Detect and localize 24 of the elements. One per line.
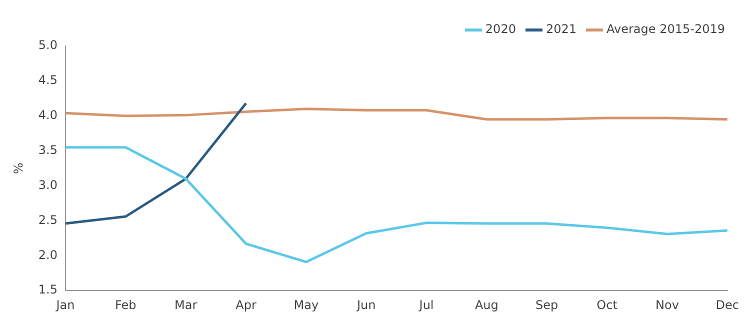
- x-tick-label: Dec: [716, 298, 740, 312]
- x-tick-label: Mar: [174, 298, 198, 312]
- y-tick-label: 2.0: [38, 248, 58, 262]
- y-tick-label: 4.0: [38, 108, 58, 122]
- y-tick-label: 5.0: [38, 38, 58, 52]
- x-tick-label: Nov: [656, 298, 679, 312]
- x-tick-label: Sep: [536, 298, 558, 312]
- y-tick-label: 3.0: [38, 178, 58, 192]
- x-tick-label: Jul: [418, 298, 434, 312]
- x-tick-label: May: [294, 298, 319, 312]
- x-tick-label: Aug: [474, 298, 498, 312]
- x-tick-label: Jun: [356, 298, 376, 312]
- x-tick-label: Jan: [55, 298, 75, 312]
- y-tick-label: 1.5: [38, 282, 58, 297]
- y-tick-label: 3.5: [38, 142, 58, 157]
- x-tick-label: Feb: [115, 298, 136, 312]
- legend-label: 2020: [485, 22, 516, 36]
- legend-label: 2021: [546, 22, 577, 36]
- x-tick-label: Oct: [596, 298, 618, 312]
- y-tick-label: 2.5: [38, 212, 58, 227]
- y-axis-title: %: [11, 162, 26, 174]
- y-tick-label: 4.5: [38, 73, 58, 88]
- x-tick-label: Apr: [236, 298, 256, 312]
- legend-label: Average 2015-2019: [606, 22, 725, 36]
